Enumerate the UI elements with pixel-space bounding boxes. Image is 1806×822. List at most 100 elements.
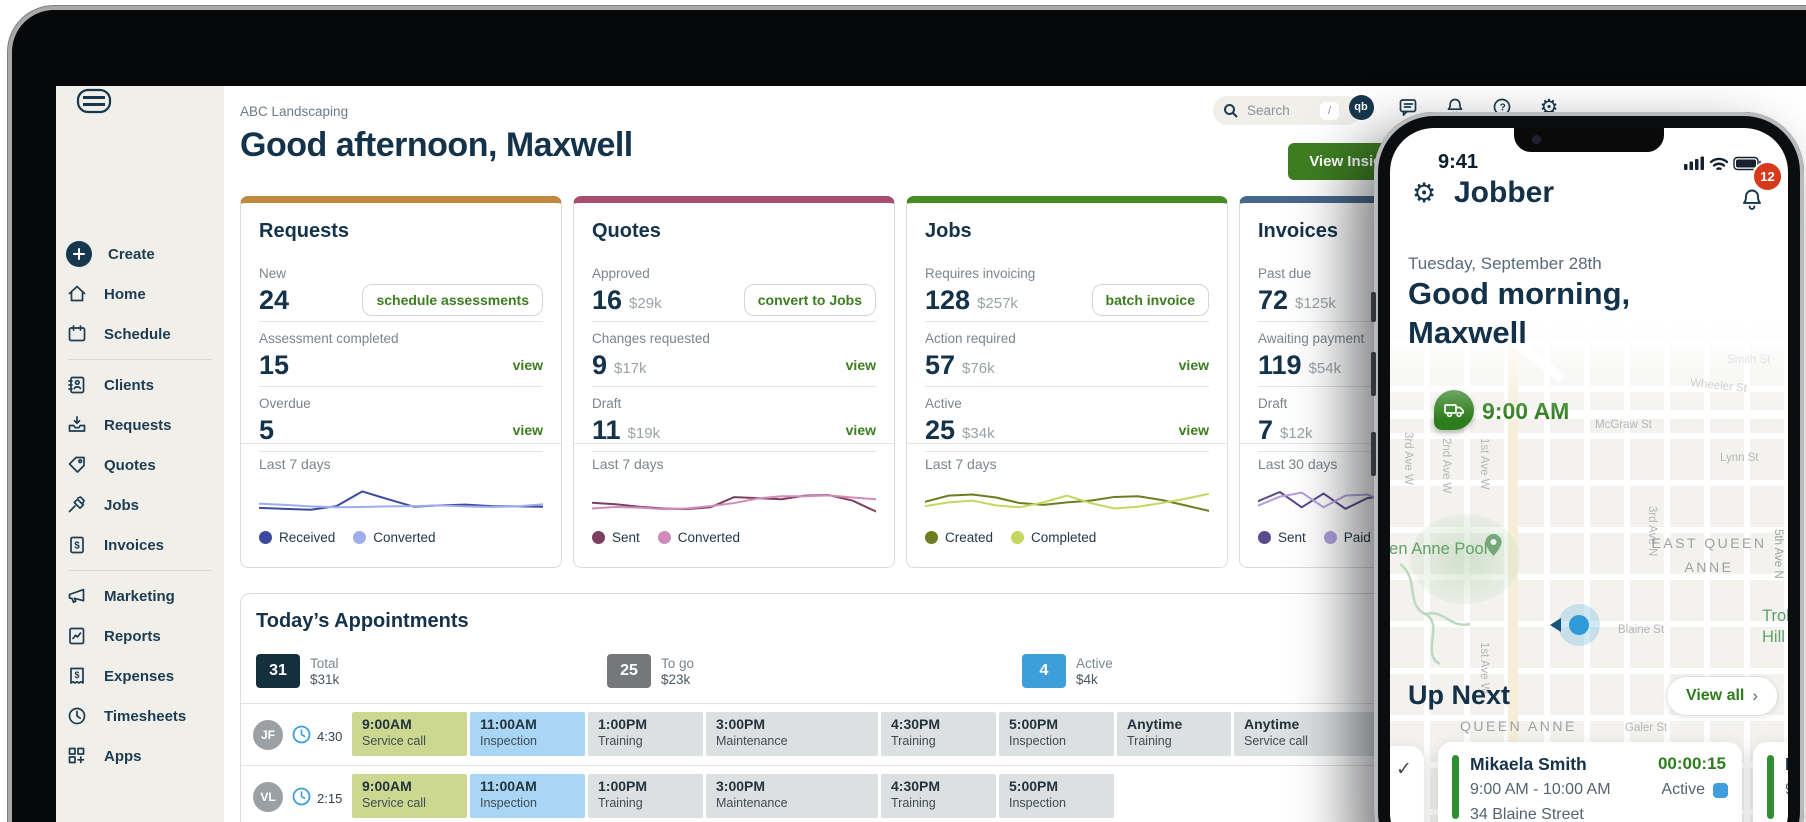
legend-dot <box>1258 531 1271 544</box>
search-input-wrap[interactable]: / <box>1213 96 1361 125</box>
appointment-block[interactable]: Anytime Training <box>1117 712 1231 756</box>
map[interactable]: Smith St Wheeler St McGraw St Lynn St 3r… <box>1390 324 1788 822</box>
appointment-block[interactable]: 9:00AM Service call <box>352 712 467 756</box>
phone-volume-up-button <box>1371 352 1376 396</box>
appointment-block[interactable]: 1:00PM Training <box>588 712 703 756</box>
notification-badge: 12 <box>1752 161 1783 192</box>
schedule-rows: JF 4:30 9:00AM Service call 11:00AM Inspec… <box>241 703 1562 822</box>
up-next-appointment-card[interactable]: Mikaela Smith 00:00:15 9:00 AM - 10:00 A… <box>1438 742 1742 822</box>
view-link[interactable]: view <box>845 422 876 438</box>
company-name: ABC Landscaping <box>240 104 349 119</box>
svg-text:$: $ <box>74 541 80 552</box>
batch-invoice-button[interactable]: batch invoice <box>1091 284 1209 316</box>
schedule-row: JF 4:30 9:00AM Service call 11:00AM Inspec… <box>241 704 1562 766</box>
status-accent-bar <box>1767 755 1774 819</box>
requests-sparkline <box>259 480 543 520</box>
view-link[interactable]: view <box>1178 357 1209 373</box>
calendar-icon <box>68 325 86 342</box>
notifications-bell-icon[interactable] <box>1738 186 1766 214</box>
sidebar-item-schedule[interactable]: Schedule <box>56 314 224 354</box>
appointment-block[interactable]: 1:00PM Training <box>588 774 703 818</box>
sidebar-item-apps[interactable]: Apps <box>56 736 224 776</box>
chevron-right-icon: › <box>1752 686 1759 705</box>
sidebar-item-requests[interactable]: Requests <box>56 405 224 445</box>
sidebar-item-expenses[interactable]: $ Expenses <box>56 656 224 696</box>
sidebar-item-invoices[interactable]: $ Invoices <box>56 525 224 565</box>
next-appointment-card-peek[interactable]: Mikaela Smith 9:00 AM - 10:00 AM <box>1753 742 1788 822</box>
check-icon: ✓ <box>1396 759 1412 780</box>
stat-total: 31 Total $31k <box>256 654 339 688</box>
appointments-stats: 31 Total $31k 25 To go $23k 4 Active <box>256 654 1546 690</box>
appointment-block[interactable]: 4:30PM Training <box>881 712 996 756</box>
svg-text:$: $ <box>75 670 80 680</box>
convert-to-jobs-button[interactable]: convert to Jobs <box>743 284 876 316</box>
appointment-block[interactable]: 3:00PM Maintenance <box>706 712 878 756</box>
sidebar-item-timesheets[interactable]: Timesheets <box>56 696 224 736</box>
sidebar-item-marketing[interactable]: Marketing <box>56 576 224 616</box>
active-status-square <box>1713 783 1728 798</box>
sidebar-item-create[interactable]: Create <box>56 234 224 274</box>
appointments-card: Today’s Appointments 31 Total $31k 25 To… <box>240 593 1563 822</box>
apps-icon <box>68 747 85 764</box>
appointment-block[interactable]: 11:00AM Inspection <box>470 774 585 818</box>
view-link[interactable]: view <box>1178 422 1209 438</box>
appointment-block[interactable]: 11:00AM Inspection <box>470 712 585 756</box>
quickbooks-icon[interactable]: qb <box>1348 94 1374 120</box>
appointment-block[interactable]: Anytime Service call <box>1234 712 1376 756</box>
quotes-sparkline <box>592 480 876 520</box>
inbox-icon <box>68 416 86 432</box>
appointment-block[interactable]: 3:00PM Maintenance <box>706 774 878 818</box>
map-poi-label: Queen Anne Pool <box>1390 540 1488 558</box>
schedule-assessments-button[interactable]: schedule assessments <box>362 284 543 316</box>
sidebar-item-quotes[interactable]: Quotes <box>56 445 224 485</box>
hammer-icon <box>68 496 85 513</box>
sidebar-item-home[interactable]: Home <box>56 274 224 314</box>
legend-dot <box>1323 531 1337 544</box>
appointment-block[interactable]: 4:30PM Training <box>881 774 996 818</box>
map-area-label: QUEEN ANNE <box>1460 718 1577 734</box>
sidebar-item-clients[interactable]: Clients <box>56 365 224 405</box>
map-street-label: McGraw St <box>1595 419 1652 431</box>
map-creek <box>1399 563 1471 666</box>
map-street-label: Blaine St <box>1618 624 1665 636</box>
view-all-button[interactable]: View all › <box>1666 676 1778 716</box>
view-link[interactable]: view <box>512 422 543 438</box>
sidebar-item-label: Create <box>108 245 155 263</box>
sidebar-divider <box>68 570 212 571</box>
phone-volume-down-button <box>1371 432 1376 476</box>
view-link[interactable]: view <box>845 357 876 373</box>
home-icon <box>68 285 86 302</box>
invoice-icon: $ <box>70 536 84 554</box>
requests-card: Requests New 24 schedule assessments Ass… <box>240 196 562 568</box>
avatar: VL <box>253 782 283 812</box>
card-title: Jobs <box>925 220 972 242</box>
phone-status-time: 9:41 <box>1438 151 1479 173</box>
sidebar-item-jobs[interactable]: Jobs <box>56 485 224 525</box>
map-park <box>1410 514 1520 604</box>
status-label: Active <box>1661 781 1705 798</box>
appointment-block[interactable]: 5:00PM Inspection <box>999 774 1114 818</box>
appointment-block[interactable]: 5:00PM Inspection <box>999 712 1114 756</box>
previous-appointment-card[interactable]: ✓ <box>1390 746 1424 822</box>
map-pin-icon <box>1485 534 1502 556</box>
settings-gear-icon[interactable]: ⚙ <box>1412 178 1437 208</box>
search-input[interactable] <box>1245 102 1313 119</box>
report-icon <box>69 627 85 645</box>
jobs-card: Jobs Requires invoicing 128 $257k batch i… <box>906 196 1228 568</box>
appointment-address: 34 Blaine Street <box>1470 806 1584 822</box>
map-street-label: 1st Ave W <box>1478 438 1490 490</box>
map-street-label: 3rd Ave W <box>1402 432 1414 485</box>
phone-date: Tuesday, September 28th <box>1408 254 1602 273</box>
stat-active: 4 Active $4k <box>1022 654 1113 688</box>
map-fade-overlay <box>1390 324 1788 419</box>
svg-text:?: ? <box>1500 103 1506 114</box>
phone-status-icons <box>1684 156 1761 171</box>
stat-to-go: 25 To go $23k <box>607 654 694 688</box>
sidebar-item-reports[interactable]: Reports <box>56 616 224 656</box>
sidebar-divider <box>68 359 212 360</box>
megaphone-icon <box>68 588 85 604</box>
view-link[interactable]: view <box>512 357 543 373</box>
chat-icon[interactable] <box>1395 94 1421 120</box>
appointment-block[interactable]: 9:00AM Service call <box>352 774 467 818</box>
